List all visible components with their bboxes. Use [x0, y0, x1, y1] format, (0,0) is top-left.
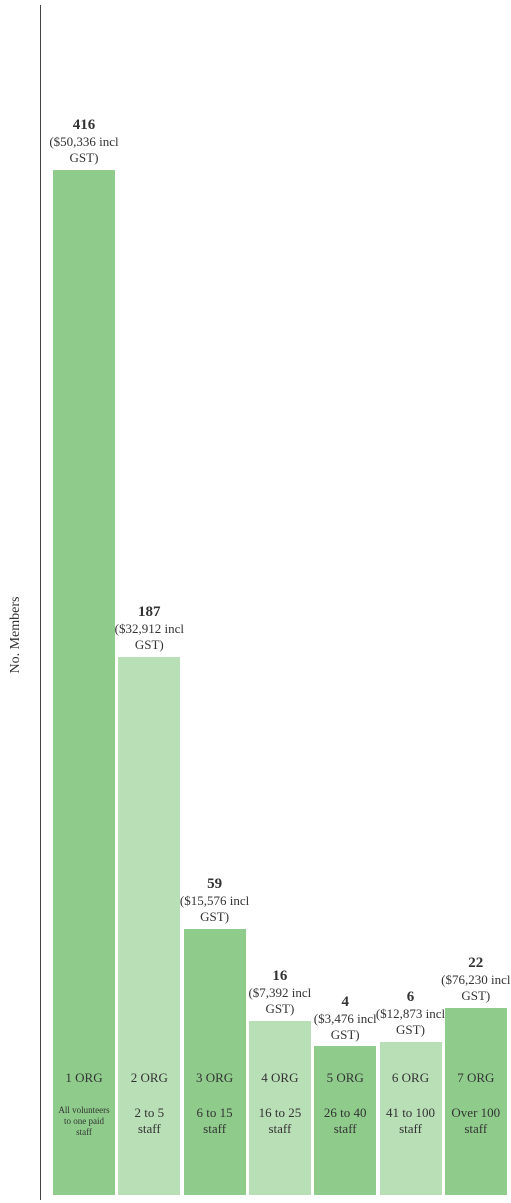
cost-label: ($3,476 incl GST) — [313, 1010, 377, 1042]
description-label: 16 to 25 staff — [258, 1105, 302, 1136]
value-label: 416 — [72, 117, 96, 133]
cost-label: ($50,336 incl GST) — [49, 134, 119, 165]
description-label: 41 to 100 staff — [385, 1105, 436, 1136]
bar — [314, 1046, 377, 1195]
category-label: 1 ORG — [65, 1070, 103, 1085]
y-axis-label: No. Members — [8, 596, 23, 674]
y-axis — [40, 5, 41, 1200]
description-label: 2 to 5 staff — [134, 1105, 165, 1136]
description-label: 6 to 15 staff — [196, 1105, 233, 1136]
category-label: 2 ORG — [130, 1070, 168, 1085]
bar — [118, 657, 181, 1195]
bar — [444, 1008, 507, 1195]
value-label: 22 — [468, 955, 484, 972]
data-label: 4 ($3,476 incl GST) — [308, 993, 382, 1043]
value-label: 6 — [406, 989, 415, 1006]
value-label: 187 — [138, 604, 161, 621]
bar — [379, 1042, 442, 1195]
cost-label: ($15,576 incl GST) — [179, 893, 250, 925]
value-label: 16 — [272, 967, 288, 984]
bar — [248, 1020, 311, 1195]
description-label: 26 to 40 staff — [323, 1105, 367, 1136]
bar — [53, 170, 115, 1195]
cost-label: ($76,230 incl GST) — [441, 972, 511, 1004]
description-label: All volunteers to one paid staff — [58, 1105, 110, 1137]
category-label: 7 ORG — [457, 1070, 495, 1085]
data-label: 187 ($32,912 incl GST) — [112, 603, 186, 653]
cost-label: ($12,873 incl GST) — [375, 1006, 446, 1038]
cost-label: ($32,912 incl GST) — [114, 621, 184, 653]
value-label: 59 — [207, 876, 223, 893]
category-label: 5 ORG — [326, 1070, 364, 1085]
category-label: 6 ORG — [391, 1070, 430, 1085]
data-label: 416 ($50,336 incl GST) — [47, 116, 121, 166]
data-label: 59 ($15,576 incl GST) — [178, 875, 252, 925]
description-label: Over 100 staff — [451, 1105, 501, 1136]
data-label: 22 ($76,230 incl GST) — [439, 954, 511, 1004]
data-label: 16 ($7,392 incl GST) — [243, 967, 317, 1017]
data-label: 6 ($12,873 incl GST) — [374, 988, 448, 1038]
cost-label: ($7,392 incl GST) — [248, 984, 312, 1016]
category-label: 4 ORG — [261, 1070, 299, 1085]
category-label: 3 ORG — [195, 1070, 234, 1085]
bar — [183, 929, 246, 1195]
value-label: 4 — [341, 993, 349, 1010]
